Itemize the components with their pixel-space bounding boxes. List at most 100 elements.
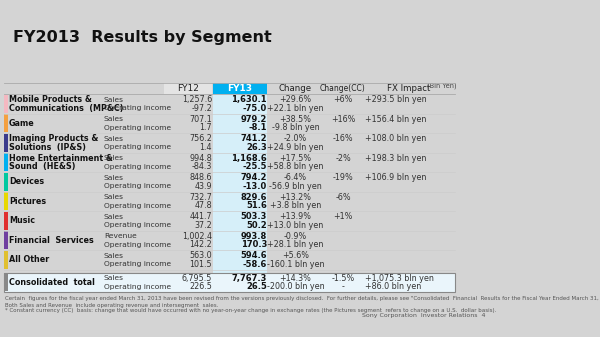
Text: Devices: Devices — [9, 177, 44, 186]
Text: FY12: FY12 — [177, 84, 199, 93]
Text: Operating income: Operating income — [104, 284, 171, 290]
Text: Operating income: Operating income — [104, 183, 171, 189]
Text: +108.0 bln yen: +108.0 bln yen — [365, 134, 426, 143]
Text: -200.0 bln yen: -200.0 bln yen — [266, 282, 325, 291]
Text: Operating income: Operating income — [104, 164, 171, 170]
Text: +5.6%: +5.6% — [282, 251, 309, 260]
Bar — [213, 94, 267, 292]
Bar — [164, 83, 212, 94]
Text: Operating income: Operating income — [104, 125, 171, 131]
Text: All Other: All Other — [9, 255, 49, 265]
Text: 994.8: 994.8 — [189, 154, 212, 163]
Text: 979.2: 979.2 — [241, 115, 267, 124]
Text: 101.5: 101.5 — [190, 260, 212, 269]
Text: -84.3: -84.3 — [191, 162, 212, 171]
Text: -6.4%: -6.4% — [284, 173, 307, 182]
Text: 1.7: 1.7 — [199, 123, 212, 132]
Text: 993.8: 993.8 — [241, 232, 267, 241]
Bar — [4, 153, 8, 171]
Text: 829.6: 829.6 — [241, 193, 267, 202]
Text: +1,075.3 bln yen: +1,075.3 bln yen — [365, 274, 434, 283]
Text: Mobile Products &: Mobile Products & — [9, 95, 92, 104]
Text: 1,168.6: 1,168.6 — [231, 154, 267, 163]
Text: -58.6: -58.6 — [242, 260, 267, 269]
Text: Certain  figures for the fiscal year ended March 31, 2013 have been revised from: Certain figures for the fiscal year ende… — [5, 296, 600, 301]
Bar — [4, 173, 8, 191]
Text: +13.2%: +13.2% — [280, 193, 311, 202]
Text: +16%: +16% — [331, 115, 355, 124]
Text: FX Impact: FX Impact — [388, 84, 431, 93]
Text: 848.6: 848.6 — [190, 173, 212, 182]
Text: 563.0: 563.0 — [190, 251, 212, 260]
Text: +6%: +6% — [334, 95, 353, 104]
Text: Sales: Sales — [104, 175, 124, 181]
Text: -25.5: -25.5 — [242, 162, 267, 171]
Text: +24.9 bln yen: +24.9 bln yen — [267, 143, 324, 152]
Text: +17.5%: +17.5% — [280, 154, 311, 163]
Text: 43.9: 43.9 — [194, 182, 212, 191]
Text: -19%: -19% — [332, 173, 353, 182]
Text: 594.6: 594.6 — [241, 251, 267, 260]
Text: FY2013  Results by Segment: FY2013 Results by Segment — [13, 30, 272, 45]
Text: Solutions  (IP&S): Solutions (IP&S) — [9, 143, 86, 152]
Bar — [213, 83, 267, 94]
Text: 170.3: 170.3 — [241, 240, 267, 249]
Text: -: - — [341, 282, 344, 291]
Text: 226.5: 226.5 — [189, 282, 212, 291]
Text: -8.1: -8.1 — [248, 123, 267, 132]
Text: 707.1: 707.1 — [189, 115, 212, 124]
Bar — [4, 273, 8, 292]
Text: +156.4 bln yen: +156.4 bln yen — [365, 115, 427, 124]
Text: +13.0 bln yen: +13.0 bln yen — [268, 221, 323, 230]
Text: (Bln Yen): (Bln Yen) — [427, 82, 457, 89]
Text: Sales: Sales — [104, 135, 124, 142]
Text: 50.2: 50.2 — [246, 221, 267, 230]
Text: +38.5%: +38.5% — [280, 115, 311, 124]
Text: Sony Corporation  Investor Relations  4: Sony Corporation Investor Relations 4 — [361, 313, 485, 318]
Text: +86.0 bln yen: +86.0 bln yen — [365, 282, 421, 291]
Text: +3.8 bln yen: +3.8 bln yen — [270, 201, 321, 210]
Text: Communications  (MP&C): Communications (MP&C) — [9, 104, 124, 113]
Text: 1.4: 1.4 — [199, 143, 212, 152]
Text: +198.3 bln yen: +198.3 bln yen — [365, 154, 427, 163]
Text: +29.6%: +29.6% — [280, 95, 311, 104]
Text: +58.8 bln yen: +58.8 bln yen — [268, 162, 323, 171]
Text: -9.8 bln yen: -9.8 bln yen — [272, 123, 319, 132]
Text: Sales: Sales — [104, 116, 124, 122]
Text: 6,795.5: 6,795.5 — [182, 274, 212, 283]
Text: +14.3%: +14.3% — [280, 274, 311, 283]
Text: 441.7: 441.7 — [190, 212, 212, 221]
Text: 142.2: 142.2 — [189, 240, 212, 249]
Text: +22.1 bln yen: +22.1 bln yen — [267, 104, 324, 113]
Text: +1%: +1% — [334, 212, 353, 221]
Text: 26.3: 26.3 — [246, 143, 267, 152]
Text: 51.6: 51.6 — [246, 201, 267, 210]
Text: +13.9%: +13.9% — [280, 212, 311, 221]
Text: 37.2: 37.2 — [194, 221, 212, 230]
Text: Sales: Sales — [104, 155, 124, 161]
Bar — [4, 251, 8, 269]
Text: Home Entertainment &: Home Entertainment & — [9, 154, 113, 163]
Text: 741.2: 741.2 — [241, 134, 267, 143]
Text: -2.0%: -2.0% — [284, 134, 307, 143]
Text: Sales: Sales — [104, 214, 124, 220]
Text: -56.9 bln yen: -56.9 bln yen — [269, 182, 322, 191]
Text: * Constant currency (CC)  basis: change that would have occurred with no year-on: * Constant currency (CC) basis: change t… — [5, 308, 496, 313]
Text: -6%: -6% — [335, 193, 351, 202]
Text: FY13: FY13 — [227, 84, 253, 93]
Text: Operating income: Operating income — [104, 203, 171, 209]
Bar — [4, 115, 8, 132]
Text: 1,002.4: 1,002.4 — [182, 232, 212, 241]
Text: Operating income: Operating income — [104, 242, 171, 248]
Bar — [4, 192, 8, 210]
Text: Sales: Sales — [104, 253, 124, 258]
Text: Sales: Sales — [104, 97, 124, 102]
Text: +28.1 bln yen: +28.1 bln yen — [268, 240, 323, 249]
Text: +293.5 bln yen: +293.5 bln yen — [365, 95, 427, 104]
Text: -1.5%: -1.5% — [331, 274, 355, 283]
Text: 7,767.3: 7,767.3 — [232, 274, 267, 283]
Text: Pictures: Pictures — [9, 197, 46, 206]
Text: Both Sales and Revenue  include operating revenue and intersegment  sales.: Both Sales and Revenue include operating… — [5, 303, 218, 308]
Text: 47.8: 47.8 — [194, 201, 212, 210]
Text: -160.1 bln yen: -160.1 bln yen — [267, 260, 324, 269]
